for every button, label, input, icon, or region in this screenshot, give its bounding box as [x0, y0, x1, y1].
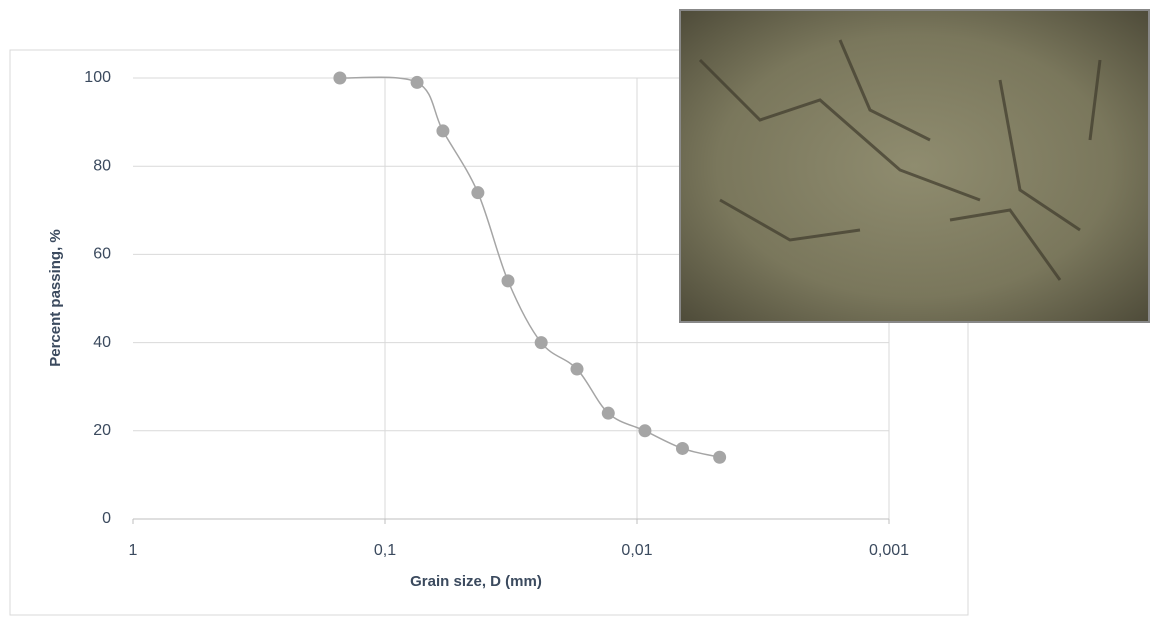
y-tick-label: 20 [93, 422, 111, 439]
x-tick-label: 1 [129, 542, 138, 559]
data-point [570, 362, 584, 376]
data-point [534, 336, 548, 350]
photo-texture [698, 39, 1102, 281]
y-tick-label: 0 [102, 510, 111, 527]
x-tick-label: 0,001 [869, 542, 909, 559]
y-tick-label: 60 [93, 246, 111, 263]
data-point [471, 186, 485, 200]
x-tick-label: 0,01 [621, 542, 652, 559]
y-tick-label: 80 [93, 157, 111, 174]
data-point [410, 75, 424, 89]
data-point [713, 450, 727, 464]
soil-photo [679, 9, 1150, 323]
y-tick-label: 100 [84, 69, 111, 86]
x-axis-title: Grain size, D (mm) [410, 573, 542, 590]
y-tick-label: 40 [93, 334, 111, 351]
data-point [501, 274, 515, 288]
photo-inset [679, 9, 1150, 323]
data-point [601, 406, 615, 420]
data-point [436, 124, 450, 138]
x-tick-label: 0,1 [374, 542, 396, 559]
series-line [339, 76, 720, 458]
data-point [333, 71, 347, 85]
data-point [638, 424, 652, 438]
data-point [675, 441, 689, 455]
y-axis-title: Percent passing, % [47, 229, 64, 367]
